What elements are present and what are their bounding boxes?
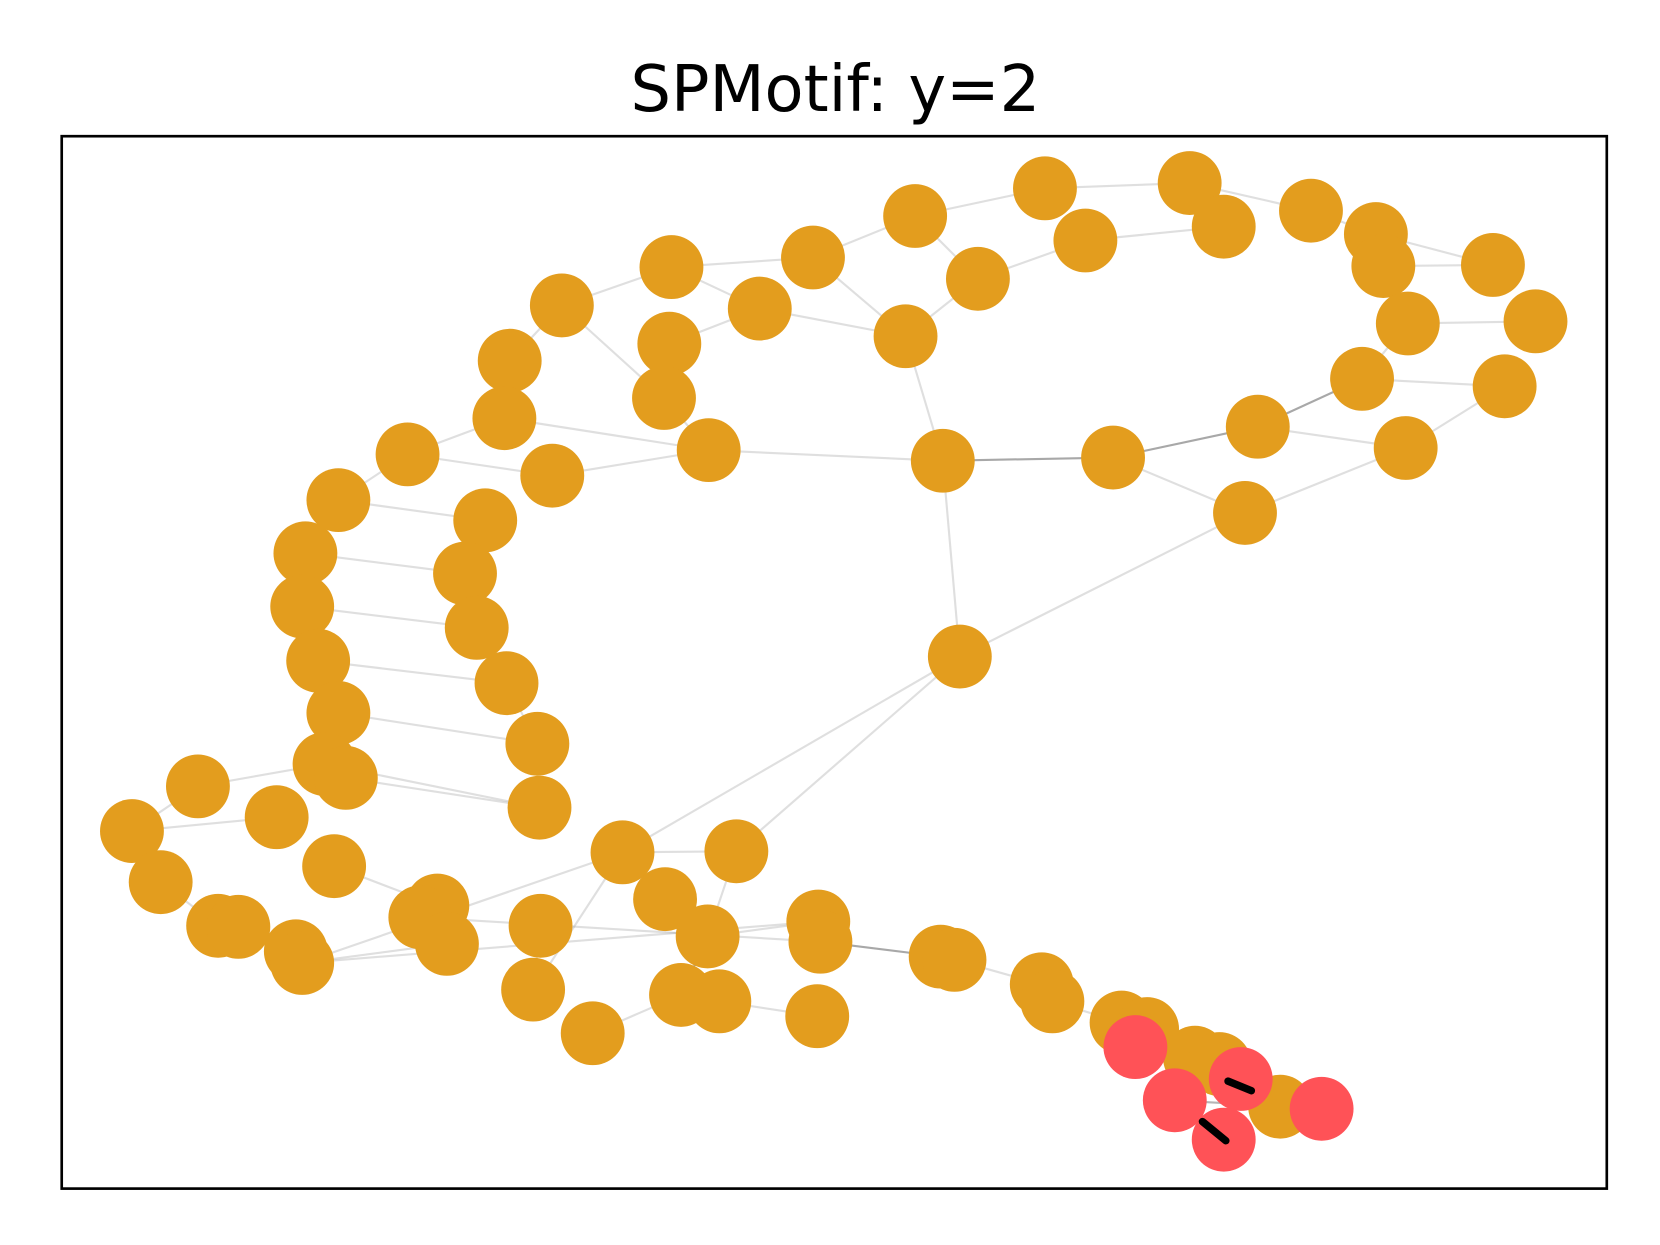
node — [639, 235, 704, 300]
motif-node — [1142, 1068, 1207, 1133]
node — [873, 304, 938, 369]
node — [922, 927, 987, 992]
node — [206, 894, 271, 959]
frame — [60, 134, 1609, 1190]
node — [313, 745, 378, 810]
node — [785, 984, 850, 1049]
node — [1351, 234, 1416, 298]
node — [375, 422, 440, 487]
edge — [338, 711, 538, 745]
node — [166, 754, 230, 819]
node — [453, 488, 518, 553]
node — [508, 893, 573, 958]
node — [302, 834, 367, 899]
node — [1213, 480, 1277, 545]
node — [1472, 354, 1537, 419]
title: SPMotif: y=2 — [630, 53, 1040, 127]
node — [1191, 194, 1256, 259]
nodes — [100, 151, 1568, 1172]
edge — [621, 655, 961, 854]
node — [1461, 233, 1525, 297]
node — [632, 366, 696, 430]
edge — [345, 776, 540, 809]
edge — [420, 916, 821, 943]
node — [633, 867, 697, 932]
node — [1373, 416, 1438, 480]
node — [520, 443, 585, 508]
node — [1053, 208, 1118, 273]
node — [433, 541, 497, 606]
node — [590, 820, 655, 885]
node — [244, 785, 309, 850]
edge — [504, 417, 709, 452]
node — [505, 711, 570, 776]
node — [507, 775, 572, 840]
motif-edge — [1198, 1117, 1230, 1145]
node — [477, 328, 542, 393]
edge — [735, 655, 961, 853]
node — [306, 468, 371, 533]
node — [1020, 969, 1085, 1034]
edge — [959, 511, 1246, 658]
node — [637, 311, 702, 376]
motif-edge — [1224, 1077, 1256, 1095]
node — [474, 651, 539, 716]
node — [286, 628, 351, 693]
node — [100, 799, 164, 863]
node — [704, 819, 769, 884]
node — [1157, 151, 1222, 215]
node — [1375, 291, 1440, 356]
motif-node — [1103, 1015, 1168, 1079]
node — [788, 909, 853, 974]
node — [676, 418, 741, 483]
motif-node — [1208, 1047, 1273, 1111]
node — [1279, 178, 1343, 243]
node — [910, 428, 975, 493]
node — [270, 574, 335, 639]
node — [1330, 346, 1394, 411]
node — [444, 595, 509, 660]
node — [927, 624, 992, 689]
node — [1013, 156, 1077, 221]
node — [781, 225, 845, 290]
node — [273, 521, 338, 586]
node — [1081, 425, 1145, 490]
node — [270, 931, 335, 995]
node — [128, 850, 193, 915]
node — [306, 681, 371, 745]
edge — [941, 460, 961, 657]
node — [687, 969, 752, 1034]
node — [472, 386, 537, 451]
node — [883, 184, 948, 248]
node — [560, 1001, 625, 1066]
node — [727, 276, 792, 341]
node — [1225, 394, 1290, 459]
node — [415, 911, 479, 976]
motif-node — [1289, 1076, 1354, 1141]
edge — [708, 449, 943, 462]
node — [501, 957, 566, 1022]
node — [675, 904, 740, 969]
motif-edges — [1198, 1077, 1256, 1145]
node — [529, 273, 594, 338]
node — [945, 246, 1010, 311]
node — [1503, 289, 1568, 354]
